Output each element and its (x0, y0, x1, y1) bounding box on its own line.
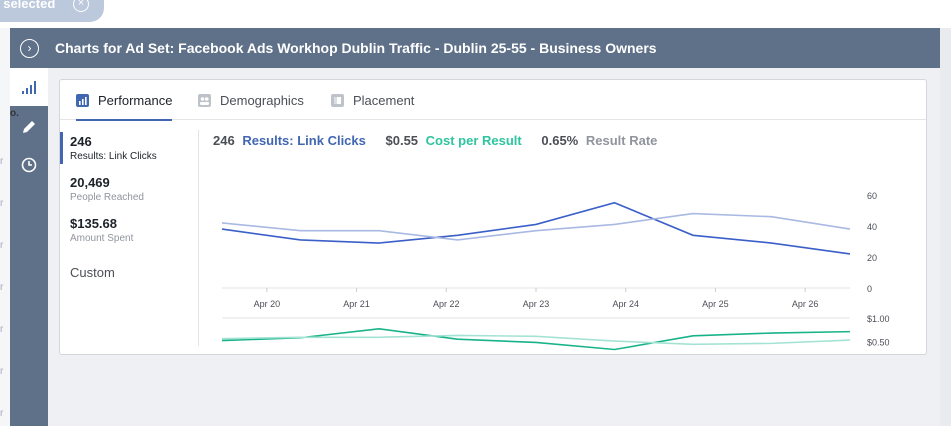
y-tick-label: 40 (867, 222, 877, 232)
pencil-icon (23, 121, 35, 133)
tab-placement[interactable]: Placement (331, 80, 414, 120)
selection-count-label: l selected (0, 0, 56, 11)
tab-label: Placement (353, 92, 415, 108)
background-row-text: r (0, 240, 4, 251)
chart-tabs: Performance Demographics Placement (60, 80, 926, 121)
stat-label: Amount Spent (70, 233, 134, 244)
panel-header: › Charts for Ad Set: Facebook Ads Workho… (10, 28, 940, 68)
x-tick-label: Apr 24 (612, 299, 639, 309)
stat-value: 20,469 (70, 175, 110, 190)
rail-history-button[interactable] (10, 146, 48, 184)
panel-title: Charts for Ad Set: Facebook Ads Workhop … (55, 40, 657, 56)
rate-value: 0.65% (541, 133, 579, 148)
rail-charts-button[interactable] (10, 68, 48, 106)
clear-selection-icon[interactable]: × (73, 0, 89, 12)
cost-legend-label[interactable]: Cost per Result (425, 133, 522, 148)
people-icon (198, 93, 211, 107)
y-tick-label: 0 (867, 284, 872, 294)
cost-value: $0.55 (385, 133, 419, 148)
results-legend-label[interactable]: Results: Link Clicks (242, 133, 366, 148)
bar-chart-icon (22, 81, 36, 94)
tab-performance[interactable]: Performance (76, 80, 173, 121)
x-tick-label: Apr 20 (254, 299, 281, 309)
collapse-panel-icon[interactable]: › (20, 39, 39, 58)
tab-demographics[interactable]: Demographics (198, 80, 304, 120)
background-row-text: r (0, 408, 4, 419)
x-tick-label: Apr 26 (792, 299, 819, 309)
custom-metric-link[interactable]: Custom (70, 265, 115, 280)
results-value: 246 (213, 133, 235, 148)
y-tick-label: $0.50 (867, 338, 890, 348)
performance-chart: 60 40 20 0 Apr 20 Apr 21 Apr 22 Apr 23 Apr 24 Apr… (221, 191, 890, 351)
cost-series-line (221, 328, 851, 351)
active-stat-marker (60, 132, 63, 164)
x-tick-label: Apr 25 (702, 299, 729, 309)
background-table-edge: r r r r r r r (0, 28, 10, 426)
stat-amount-spent[interactable]: $135.68 Amount Spent (70, 216, 133, 244)
y-tick-label: 60 (867, 191, 877, 201)
selection-pill[interactable]: l selected × (0, 0, 104, 22)
tab-label: Demographics (220, 92, 304, 108)
y-tick-label: $1.00 (867, 314, 890, 324)
tab-label: Performance (98, 92, 173, 108)
background-row-text: r (0, 282, 4, 293)
y-tick-label: 20 (867, 253, 877, 263)
x-tick-label: Apr 21 (343, 299, 370, 309)
results-series-line (221, 201, 851, 255)
stat-results[interactable]: 246 Results: Link Clicks (70, 134, 157, 162)
rate-legend-label[interactable]: Result Rate (585, 133, 658, 148)
panel-side-rail: o. (10, 68, 48, 426)
rail-overflow-text: o. (10, 108, 19, 119)
stats-divider (198, 130, 199, 346)
background-row-text: r (0, 366, 4, 377)
x-tick-label: Apr 22 (433, 299, 460, 309)
stat-label: People Reached (70, 192, 144, 203)
stat-label: Results: Link Clicks (70, 151, 157, 162)
results-comparison-line (221, 212, 851, 241)
background-toolbar (0, 0, 951, 28)
stat-value: 246 (70, 134, 92, 149)
stat-value: $135.68 (70, 216, 117, 231)
stat-reach[interactable]: 20,469 People Reached (70, 175, 144, 203)
background-row-text: r (0, 198, 4, 209)
bar-chart-icon (76, 93, 89, 107)
charts-panel: › Charts for Ad Set: Facebook Ads Workho… (10, 28, 940, 426)
clock-icon (21, 157, 37, 173)
metric-legend: 246 Results: Link Clicks $0.55 Cost per … (213, 133, 661, 148)
placement-icon (331, 93, 344, 107)
cost-comparison-line (221, 334, 851, 346)
x-tick-label: Apr 23 (523, 299, 550, 309)
background-row-text: r (0, 324, 4, 335)
background-row-text: r (0, 156, 4, 167)
performance-card: Performance Demographics Placement (59, 79, 927, 355)
rail-edit-button[interactable] (10, 108, 48, 146)
